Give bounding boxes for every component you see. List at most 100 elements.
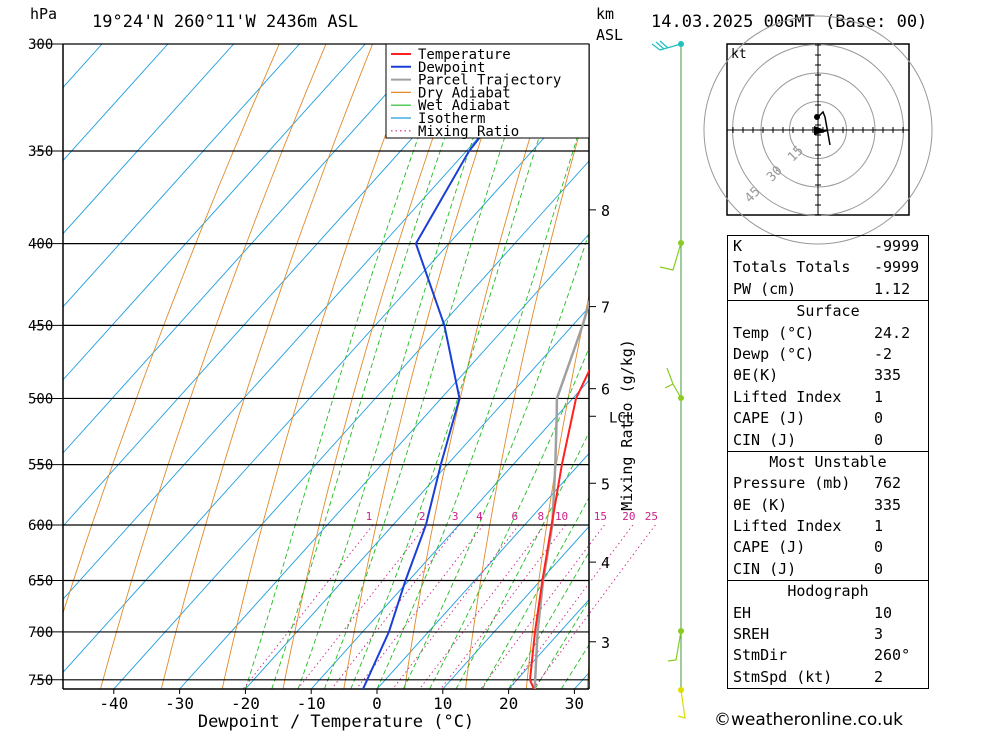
mixing-ratio-label: 1 (366, 510, 373, 523)
wet-adiabat-line (271, 44, 479, 689)
hodograph-point (814, 114, 820, 120)
temperature-tick-label: -10 (297, 694, 326, 713)
dewpoint-line (361, 44, 554, 689)
dry-adiabat-line (282, 44, 467, 689)
dry-adiabat-line (100, 44, 327, 689)
isotherm-line (442, 525, 589, 689)
hodograph-ring-45: 45 (742, 184, 764, 206)
temperature-tick-label: -30 (165, 694, 194, 713)
wet-adiabat-line (481, 496, 589, 689)
mixing-ratio-label: 20 (622, 510, 635, 523)
indices-section: K -9999 Totals Totals -9999 PW (cm) 1.12 (728, 236, 928, 302)
temperature-tick-label: -40 (99, 694, 128, 713)
temperature-tick-label: 30 (565, 694, 584, 713)
dry-adiabat-line (63, 44, 280, 615)
lcl-label: LCL (609, 410, 634, 426)
hodograph-ring-15: 15 (785, 143, 807, 165)
wet-adiabat-line (455, 431, 589, 689)
temperature-tick-label: 20 (499, 694, 518, 713)
height-tick-label: 8 (601, 202, 610, 220)
copyright-footer: ©weatheronline.co.uk (714, 710, 904, 730)
pressure-tick-label: 450 (28, 318, 53, 334)
isotherm-line (63, 44, 103, 89)
wet-adiabat-line (376, 98, 589, 689)
mixing-ratio-line (419, 524, 546, 690)
mixing-ratio-line (331, 524, 460, 690)
height-tick-label: 6 (601, 381, 610, 399)
surface-title: Surface (796, 302, 860, 321)
wet-adiabat-line (429, 346, 589, 689)
mixing-ratio-line (440, 524, 566, 690)
height-tick-label: 3 (601, 634, 610, 652)
dry-adiabat-line (221, 44, 420, 689)
km-label: km (596, 5, 615, 23)
mixing-ratio-label: 4 (476, 510, 483, 523)
indices-table: K -9999 Totals Totals -9999 PW (cm) 1.12 Su… (727, 235, 929, 690)
datetime-title: 14.03.2025 00GMT (Base: 00) (651, 12, 928, 32)
legend-label: Wet Adiabat (418, 98, 511, 114)
temperature-tick-label: 0 (372, 694, 382, 713)
dry-adiabat-line (160, 44, 374, 689)
pressure-unit-label: hPa (30, 5, 58, 23)
most-unstable-title: Most Unstable (769, 452, 887, 471)
location-title: 19°24'N 260°11'W 2436m ASL (92, 12, 359, 32)
pressure-tick-label: 550 (28, 458, 53, 474)
legend-label: Mixing Ratio (418, 124, 519, 140)
wet-adiabat-line (587, 685, 589, 689)
wet-adiabat-line (323, 44, 537, 689)
isotherm-line (376, 452, 589, 689)
hodograph-ring-30: 30 (764, 163, 786, 185)
height-tick-label: 7 (601, 299, 610, 317)
isotherm-line (113, 160, 589, 689)
isotherm-line (574, 672, 589, 689)
parcel-trajectory-line (533, 299, 589, 689)
pressure-tick-label: 600 (28, 518, 53, 534)
pressure-tick-label: 400 (28, 237, 53, 253)
legend-label: Temperature (418, 47, 511, 63)
isotherm-line (63, 44, 169, 162)
isotherm-line (63, 44, 235, 235)
isotherm-line (640, 44, 700, 689)
mixing-ratio-label: 6 (512, 510, 519, 523)
wet-adiabat-line (350, 44, 570, 689)
height-tick-label: 5 (601, 475, 610, 493)
asl-label: ASL (596, 26, 624, 44)
mixing-ratio-line (509, 524, 634, 690)
mixing-ratio-label: 2 (419, 510, 426, 523)
legend-label: Isotherm (418, 111, 485, 127)
pressure-tick-label: 650 (28, 574, 53, 590)
mixing-ratio-label: 8 (538, 510, 545, 523)
pressure-tick-label: 500 (28, 391, 53, 407)
mixing-ratio-line (242, 524, 374, 690)
dry-adiabat-line (586, 659, 589, 689)
wet-adiabat-line (244, 44, 453, 689)
temperature-line (528, 368, 589, 689)
dry-adiabat-line (648, 44, 700, 689)
height-tick-label: 4 (601, 554, 610, 572)
most-unstable-section: Most Unstable Pressure (mb) 762 θE (K) 335… (728, 452, 928, 582)
isotherm-line (179, 233, 589, 689)
hodograph-trace (817, 110, 831, 146)
legend-label: Dry Adiabat (418, 85, 511, 101)
dry-adiabat-line (525, 293, 589, 689)
mixing-ratio-axis-label: Mixing Ratio (g/kg) (618, 339, 636, 511)
temperature-tick-label: 10 (433, 694, 452, 713)
mixing-ratio-line (532, 524, 656, 690)
mixing-ratio-label: 3 (452, 510, 459, 523)
isotherm-line (63, 44, 432, 454)
legend-label: Dewpoint (418, 60, 485, 76)
mixing-ratio-line (297, 524, 427, 690)
dry-adiabat-line (404, 44, 560, 689)
isotherm-line (63, 44, 366, 381)
hodograph-section: Hodograph EH 10 SREH 3 StmDir 260° StmSpd (… (728, 581, 928, 690)
mixing-ratio-line (356, 524, 484, 690)
skew-t-diagram: 1 2 3 4 6 8 10 15 20 2530035040045050055060065070… (28, 37, 700, 732)
mixing-ratio-label: 25 (645, 510, 658, 523)
legend-label: Parcel Trajectory (418, 73, 561, 89)
temperature-tick-label: -20 (231, 694, 260, 713)
pressure-tick-label: 750 (28, 673, 53, 689)
pressure-tick-label: 300 (28, 37, 53, 53)
pressure-tick-label: 350 (28, 144, 53, 160)
x-axis-label: Dewpoint / Temperature (°C) (198, 712, 474, 732)
